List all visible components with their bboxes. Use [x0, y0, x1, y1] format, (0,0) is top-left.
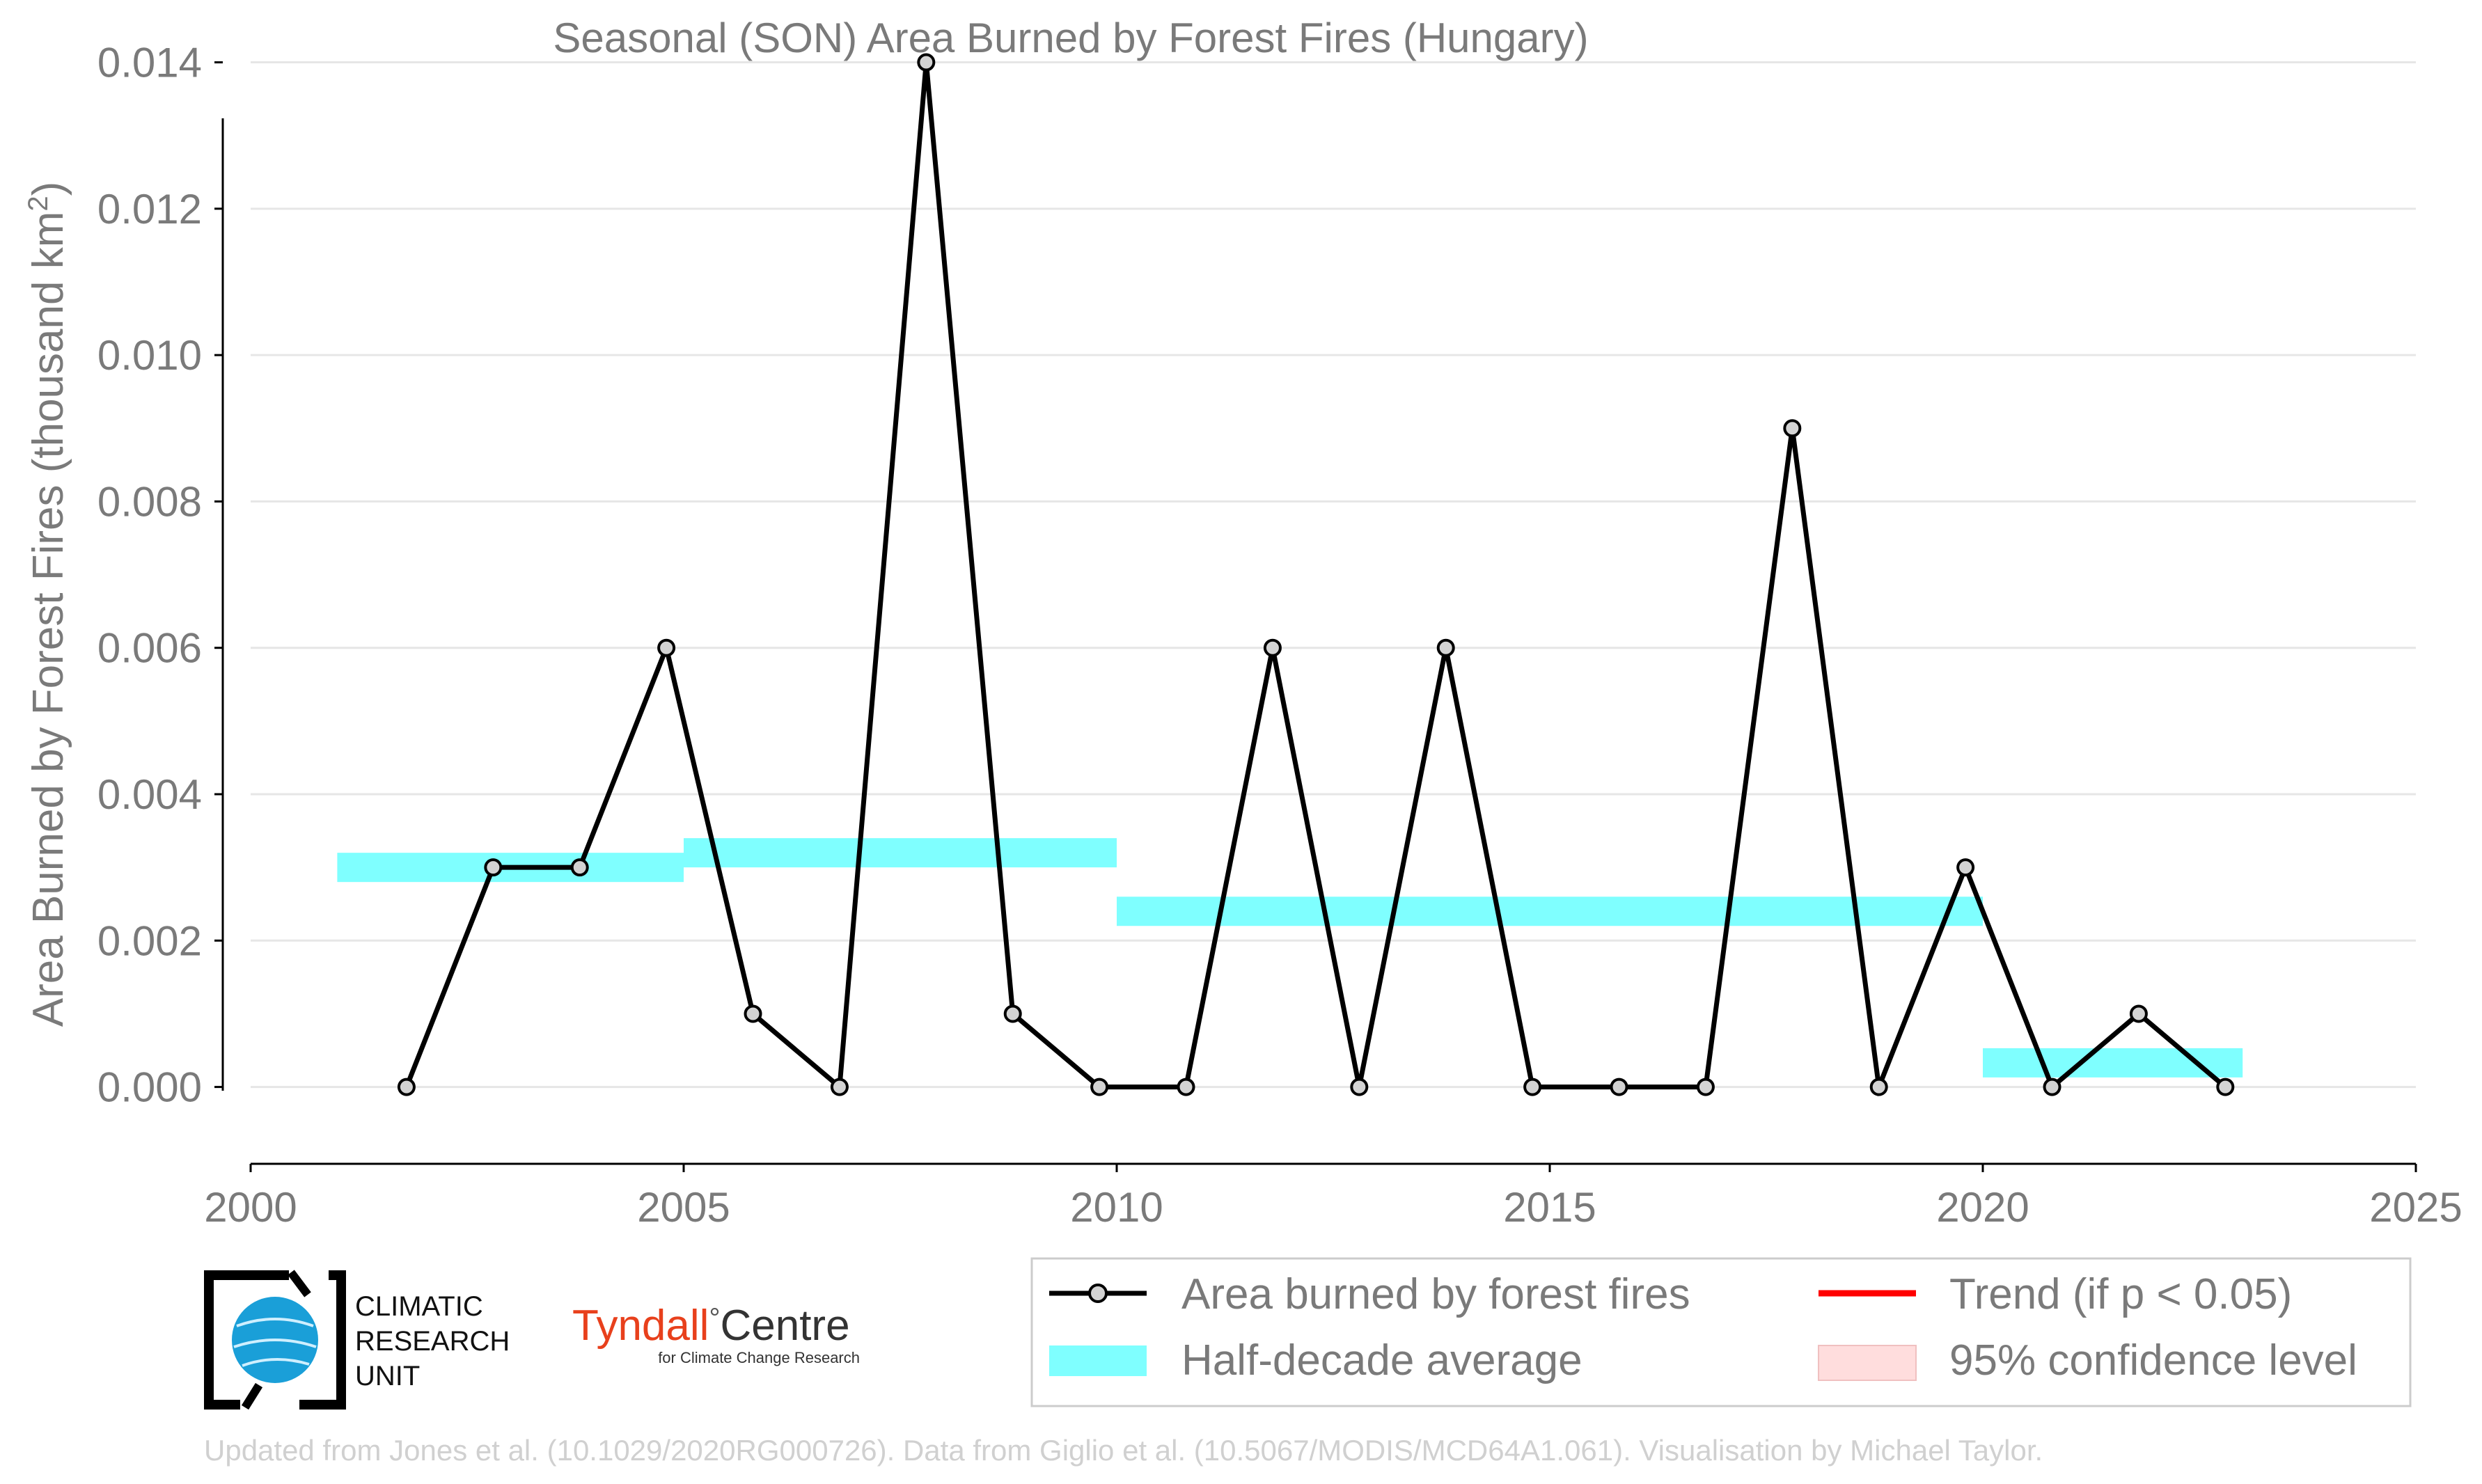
y-tick-label: 0.002	[97, 917, 202, 964]
grid-lines	[251, 61, 2416, 1089]
half-decade-average-bar	[1117, 897, 1983, 926]
half-decade-average-bars	[337, 838, 2243, 1078]
cru-text-line1: CLIMATIC	[355, 1291, 483, 1322]
x-tick-label: 2025	[2369, 1184, 2462, 1231]
legend-label-trend: Trend (if p < 0.05)	[1949, 1270, 2292, 1318]
data-point	[1090, 1078, 1109, 1096]
data-point	[397, 1078, 416, 1096]
tyndall-logo: Tyndall°Centre for Climate Change Resear…	[572, 1302, 860, 1366]
y-tick-label: 0.004	[97, 771, 202, 818]
y-tick-label: 0.000	[97, 1064, 202, 1111]
data-point	[570, 858, 589, 877]
cru-logo-frame	[204, 1270, 346, 1410]
half-decade-average-bar	[1983, 1048, 2243, 1078]
legend: Area burned by forest fires Trend (if p …	[1030, 1257, 2412, 1407]
tyndall-degree: °	[709, 1303, 720, 1334]
data-point	[1003, 1004, 1022, 1023]
legend-label-confidence: 95% confidence level	[1949, 1336, 2357, 1384]
y-axis-ticks: 0.000 0.002 0.004 0.006 0.008 0.010 0.012 0.014	[97, 40, 223, 1111]
cru-logo: CLIMATIC RESEARCH UNIT	[204, 1270, 510, 1410]
y-tick-label: 0.014	[97, 40, 202, 86]
y-axis-label-main: Area Burned by Forest Fires (thousand km	[24, 212, 72, 1027]
y-axis-label-end: )	[24, 182, 72, 196]
data-point	[2129, 1004, 2148, 1023]
data-point	[2216, 1078, 2235, 1096]
legend-swatch-half-decade	[1049, 1345, 1147, 1376]
legend-label-half-decade: Half-decade average	[1181, 1336, 1582, 1384]
cru-logo-slash-top	[288, 1270, 311, 1297]
data-point	[1436, 638, 1455, 657]
cru-text-line2: RESEARCH	[355, 1326, 510, 1357]
globe-icon-lines	[233, 1318, 317, 1367]
cru-text-line3: UNIT	[355, 1361, 420, 1391]
data-point	[657, 638, 676, 657]
data-point	[1783, 419, 1802, 438]
data-point	[1523, 1078, 1542, 1096]
cru-logo-slash-bottom	[241, 1382, 263, 1410]
y-tick-label: 0.008	[97, 478, 202, 525]
y-tick-label: 0.010	[97, 332, 202, 379]
x-tick-label: 2000	[204, 1184, 297, 1231]
x-tick-label: 2005	[637, 1184, 730, 1231]
data-point	[1696, 1078, 1715, 1096]
data-point	[484, 858, 503, 877]
x-tick-label: 2010	[1070, 1184, 1163, 1231]
y-axis-label-sup: 2	[23, 196, 54, 211]
legend-swatch-confidence	[1818, 1345, 1917, 1381]
data-point	[1869, 1078, 1888, 1096]
data-point	[1177, 1078, 1195, 1096]
data-point	[1956, 858, 1975, 877]
data-point	[1350, 1078, 1369, 1096]
tyndall-subtitle: for Climate Change Research	[658, 1349, 860, 1366]
x-tick-label: 2015	[1503, 1184, 1596, 1231]
y-tick-label: 0.012	[97, 186, 202, 232]
x-tick-label: 2020	[1936, 1184, 2029, 1231]
data-point	[1610, 1078, 1628, 1096]
data-point	[830, 1078, 849, 1096]
half-decade-average-bar	[684, 838, 1117, 868]
y-tick-label: 0.006	[97, 625, 202, 672]
series-line	[404, 62, 2227, 1097]
y-axis-label: Area Burned by Forest Fires (thousand km…	[23, 182, 72, 1027]
data-point	[917, 53, 936, 72]
x-axis-ticks: 2000 2005 2010 2015 2020 2025	[204, 1164, 2463, 1231]
legend-marker-area-burned	[1088, 1284, 1108, 1303]
data-point	[2043, 1078, 2061, 1096]
series-area-burned	[397, 53, 2235, 1097]
tyndall-name: Tyndall	[572, 1302, 709, 1350]
tyndall-centre: Centre	[720, 1302, 849, 1350]
legend-box	[1030, 1257, 2412, 1407]
tyndall-logo-text: Tyndall°Centre	[572, 1302, 850, 1350]
chart-title: Seasonal (SON) Area Burned by Forest Fir…	[553, 15, 1588, 61]
footer-credit: Updated from Jones et al. (10.1029/2020R…	[204, 1434, 2043, 1467]
data-point	[744, 1004, 762, 1023]
legend-label-area-burned: Area burned by forest fires	[1181, 1270, 1690, 1318]
data-point	[1263, 638, 1282, 657]
